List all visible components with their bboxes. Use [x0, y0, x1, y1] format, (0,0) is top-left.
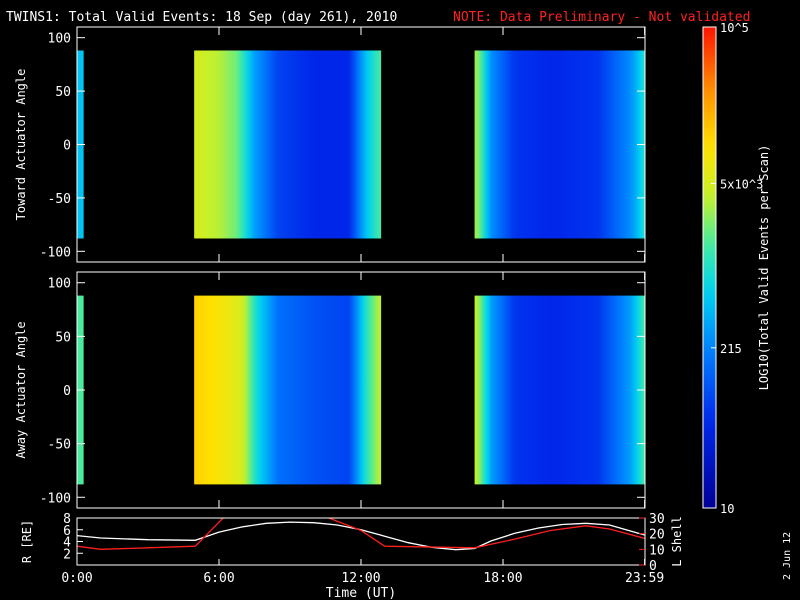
- y2-axis-label: L Shell: [670, 516, 684, 567]
- x-axis-label: Time (UT): [326, 586, 396, 600]
- y-tick-label: 50: [55, 85, 71, 100]
- colorbar-tick-label: 10: [720, 502, 734, 516]
- y-tick-label: 4: [63, 536, 71, 551]
- x-tick-label: 0:00: [61, 571, 92, 586]
- generation-date: 2 Jun 12: [782, 532, 793, 580]
- heatmap-block: [474, 50, 645, 239]
- lshell-series-line: [77, 518, 645, 550]
- colorbar: 10^5 5x10^3 215 10 LOG10(Total Valid Events …: [702, 21, 771, 516]
- figure-title: TWINS1: Total Valid Events: 18 Sep (day …: [6, 10, 397, 25]
- y2-tick-label: 20: [649, 528, 665, 543]
- y-axis-label: Toward Actuator Angle: [14, 69, 28, 221]
- y-tick-label: -50: [48, 438, 71, 453]
- colorbar-scale: [702, 26, 717, 509]
- y-tick-label: 100: [48, 32, 71, 47]
- x-tick-label: 6:00: [203, 571, 234, 586]
- colorbar-tick-label: 215: [720, 342, 742, 356]
- y-tick-label: 100: [48, 277, 71, 292]
- heatmap-block: [474, 295, 645, 485]
- y-tick-label: -50: [48, 192, 71, 207]
- y-axis-label: Away Actuator Angle: [14, 321, 28, 458]
- r-series-line: [77, 521, 645, 551]
- toward-heatmap-panel: -100 -50 0 50 100 Toward Actuator Angle: [14, 26, 646, 263]
- heatmap-block: [194, 295, 382, 485]
- y2-tick-label: 0: [649, 559, 657, 574]
- x-tick-label: 18:00: [483, 571, 522, 586]
- y-tick-label: -100: [40, 491, 71, 506]
- y2-tick-label: 30: [649, 512, 665, 527]
- y-tick-label: 6: [63, 524, 71, 539]
- y-tick-label: 0: [63, 139, 71, 154]
- y-tick-label: 2: [63, 547, 71, 562]
- colorbar-label: LOG10(Total Valid Events per Scan): [757, 145, 771, 391]
- x-tick-label: 23:59: [625, 571, 664, 586]
- x-tick-label: 12:00: [341, 571, 380, 586]
- y-tick-label: 50: [55, 330, 71, 345]
- heatmap-block: [194, 50, 382, 239]
- colorbar-tick-label: 10^5: [720, 21, 749, 35]
- y-tick-label: -100: [40, 245, 71, 260]
- y-axis-label: R [RE]: [20, 520, 34, 563]
- preliminary-note: NOTE: Data Preliminary - Not validated: [453, 10, 750, 25]
- y2-tick-label: 10: [649, 543, 665, 558]
- away-heatmap-panel: -100 -50 0 50 100 Away Actuator Angle: [14, 271, 646, 509]
- y-tick-label: 0: [63, 384, 71, 399]
- y-tick-label: 8: [63, 512, 71, 527]
- colorbar-tick-label: 5x10^3: [720, 177, 763, 191]
